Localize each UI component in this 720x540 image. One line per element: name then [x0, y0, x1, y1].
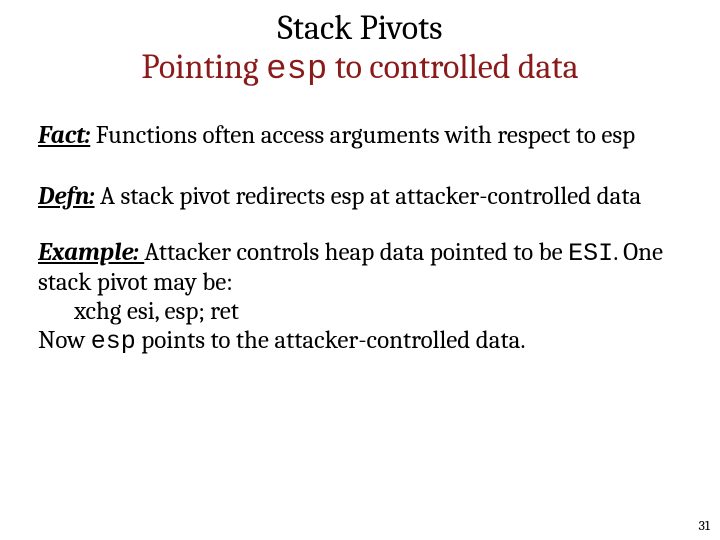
example-code: xchg esi, esp; ret [38, 298, 682, 327]
example-label: Example: [38, 238, 144, 267]
title-line2: Pointing esp to controlled data [0, 49, 720, 89]
title-line2-mono: esp [266, 51, 327, 89]
title-line1: Stack Pivots [0, 10, 720, 47]
title-block: Stack Pivots Pointing esp to controlled … [0, 0, 720, 90]
defn-label: Defn: [38, 182, 95, 211]
fact-para: Fact: Functions often access arguments w… [38, 122, 682, 151]
title-line2-post: to controlled data [327, 47, 578, 87]
example-line3-post: points to the attacker-controlled data. [136, 326, 526, 355]
body: Fact: Functions often access arguments w… [0, 122, 720, 357]
fact-label: Fact: [38, 121, 90, 150]
fact-text: Functions often access arguments with re… [90, 121, 635, 150]
example-line1-mono: ESI [568, 239, 613, 268]
example-line3-pre: Now [38, 326, 91, 355]
defn-text: A stack pivot redirects esp at attacker-… [95, 182, 642, 211]
example-line1-pre: Attacker controls heap data pointed to b… [144, 238, 568, 267]
slide: Stack Pivots Pointing esp to controlled … [0, 0, 720, 540]
page-number: 31 [698, 517, 710, 534]
example-line3-mono: esp [91, 327, 136, 356]
title-line2-pre: Pointing [141, 47, 266, 87]
example-line3: Now esp points to the attacker-controlle… [38, 327, 682, 357]
example-para: Example: Attacker controls heap data poi… [38, 239, 682, 356]
defn-para: Defn: A stack pivot redirects esp at att… [38, 183, 682, 212]
